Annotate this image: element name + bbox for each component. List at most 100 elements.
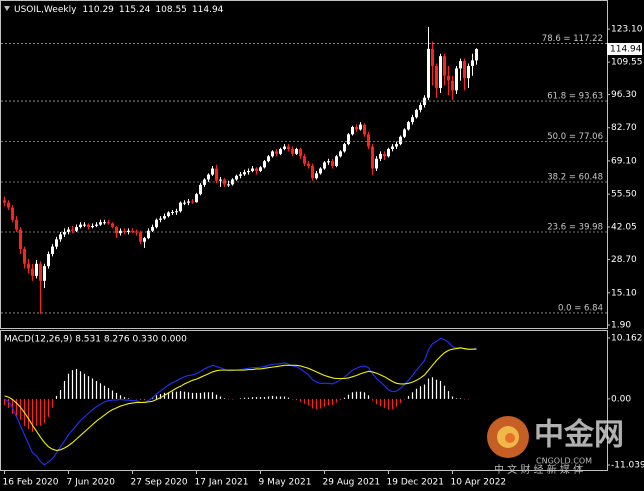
x-tick-label: 9 May 2021 bbox=[259, 478, 312, 488]
candle-body bbox=[343, 144, 346, 152]
y-tick-label: 1.90 bbox=[611, 320, 631, 330]
y-tick-label: 82.70 bbox=[611, 123, 637, 133]
candle-body bbox=[447, 75, 450, 81]
candle-body bbox=[27, 263, 30, 269]
candle-body bbox=[175, 211, 178, 213]
macd-line bbox=[4, 347, 477, 451]
candle-body bbox=[263, 161, 266, 168]
candle-body bbox=[363, 124, 366, 135]
candle-body bbox=[135, 231, 138, 233]
candle-body bbox=[163, 216, 166, 219]
candle-body bbox=[291, 148, 294, 154]
candle-body bbox=[295, 148, 298, 154]
x-tick-label: 17 Jan 2021 bbox=[195, 478, 249, 488]
candle-body bbox=[287, 146, 290, 149]
candle-body bbox=[139, 232, 142, 242]
candle-body bbox=[11, 207, 14, 220]
candle-body bbox=[267, 156, 270, 162]
candle-body bbox=[387, 148, 390, 157]
candle-body bbox=[459, 61, 462, 69]
candle-body bbox=[375, 158, 378, 169]
candle-body bbox=[31, 268, 34, 276]
candle-body bbox=[143, 238, 146, 242]
candle-body bbox=[255, 168, 258, 171]
candle-body bbox=[23, 249, 26, 264]
watermark: 中金网 CNGOLD.COM 中 文 财 经 新 媒 体 bbox=[487, 416, 624, 476]
x-tick-label: 7 Jun 2020 bbox=[67, 478, 116, 488]
candle-body bbox=[443, 56, 446, 76]
candle-body bbox=[75, 227, 78, 231]
y-tick-label: 55.50 bbox=[611, 190, 637, 200]
y-tick-label: 96.30 bbox=[611, 90, 637, 100]
watermark-brand: 中金网 bbox=[534, 418, 624, 453]
watermark-logo-core bbox=[505, 433, 515, 443]
y-tick-label: 123.10 bbox=[611, 25, 643, 35]
candle-body bbox=[63, 231, 66, 235]
candle-body bbox=[159, 218, 162, 220]
candle-body bbox=[367, 134, 370, 147]
candle-body bbox=[411, 117, 414, 123]
candle-body bbox=[259, 167, 262, 171]
candle-body bbox=[211, 168, 214, 175]
candle-body bbox=[471, 60, 474, 66]
candle-body bbox=[91, 225, 94, 228]
symbol: USOIL,Weekly bbox=[14, 5, 77, 15]
x-tick-label: 27 Sep 2020 bbox=[131, 478, 188, 488]
candle-body bbox=[379, 153, 382, 159]
candle-body bbox=[399, 136, 402, 145]
low-value: 108.55 bbox=[155, 5, 187, 15]
candle-body bbox=[391, 146, 394, 149]
candle-body bbox=[431, 48, 434, 66]
candle-body bbox=[127, 230, 130, 232]
candle-body bbox=[403, 129, 406, 137]
candle-body bbox=[435, 65, 438, 88]
candle-body bbox=[439, 56, 442, 88]
candle-body bbox=[475, 49, 478, 61]
candle-body bbox=[307, 163, 310, 167]
candle-body bbox=[383, 153, 386, 157]
candle-body bbox=[467, 65, 470, 79]
candle-body bbox=[195, 194, 198, 203]
candle-body bbox=[19, 229, 22, 250]
candle-body bbox=[183, 202, 186, 204]
x-tick-label: 19 Dec 2021 bbox=[387, 478, 445, 488]
candle-body bbox=[395, 144, 398, 147]
candle-body bbox=[355, 127, 358, 130]
macd-y-tick-label: 0.00 bbox=[611, 394, 631, 404]
candle-body bbox=[331, 161, 334, 167]
candle-body bbox=[147, 230, 150, 239]
candle-body bbox=[427, 48, 430, 98]
candle-body bbox=[107, 222, 110, 224]
candle-body bbox=[251, 168, 254, 171]
candle-body bbox=[131, 230, 134, 232]
high-value: 115.24 bbox=[119, 5, 151, 15]
candle-body bbox=[351, 127, 354, 135]
candle-body bbox=[7, 202, 10, 208]
candle-body bbox=[15, 219, 18, 230]
macd-y-tick-label: -11.039 bbox=[611, 461, 644, 471]
candle-body bbox=[79, 224, 82, 228]
candle-body bbox=[319, 168, 322, 174]
candle-body bbox=[327, 161, 330, 163]
chart-header: USOIL,Weekly 110.29 115.24 108.55 114.94 bbox=[14, 5, 224, 15]
y-tick-label: 69.10 bbox=[611, 156, 637, 166]
candle-body bbox=[303, 156, 306, 164]
candle-body bbox=[71, 229, 74, 231]
candle-body bbox=[119, 230, 122, 234]
candle-body bbox=[247, 170, 250, 173]
fib-label: 50.0 = 77.06 bbox=[547, 132, 603, 142]
candle-body bbox=[243, 172, 246, 175]
candle-body bbox=[219, 179, 222, 181]
price-tag bbox=[607, 43, 642, 56]
candle-body bbox=[83, 224, 86, 226]
candle-body bbox=[67, 229, 70, 232]
y-tick-label: 15.10 bbox=[611, 288, 637, 298]
candle-body bbox=[347, 134, 350, 145]
candle-body bbox=[315, 173, 318, 179]
candle-body bbox=[167, 212, 170, 217]
candle-body bbox=[215, 168, 218, 181]
price-tag-label: 114.94 bbox=[610, 45, 642, 55]
header-icon bbox=[4, 6, 10, 11]
candle-body bbox=[407, 122, 410, 130]
candle-body bbox=[359, 124, 362, 130]
